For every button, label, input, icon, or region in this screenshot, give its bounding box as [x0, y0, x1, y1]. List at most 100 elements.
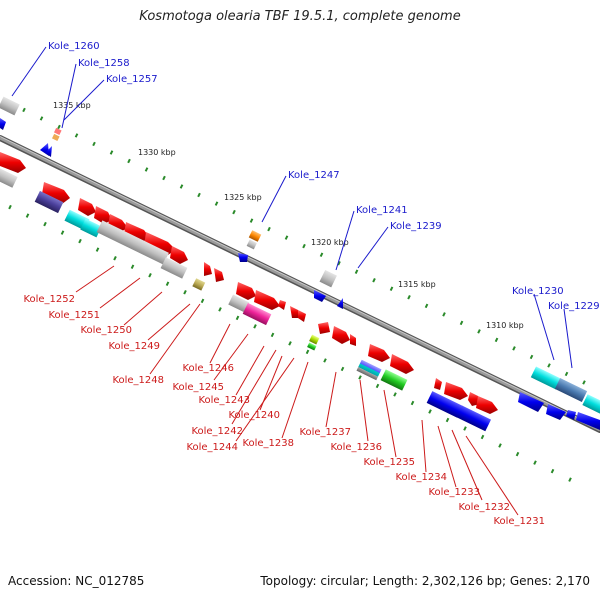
gene-label-kole-1236[interactable]: Kole_1236 [330, 442, 382, 453]
gene-gray[interactable] [0, 168, 18, 188]
gene-red-arrow[interactable] [214, 268, 224, 282]
gene-blue-arrow[interactable] [518, 392, 544, 412]
gene-red-arrow[interactable] [476, 396, 498, 414]
gene-label-kole-1235[interactable]: Kole_1235 [363, 457, 415, 468]
gene-kole-1230[interactable] [530, 366, 562, 390]
gene-label-kole-1232[interactable]: Kole_1232 [458, 502, 510, 513]
gene-green[interactable] [380, 369, 408, 391]
gene-lime[interactable] [309, 334, 320, 345]
gene-label-kole-1257[interactable]: Kole_1257 [106, 74, 158, 85]
gene-red-arrow[interactable] [290, 306, 300, 318]
gene-red-arrow[interactable] [444, 382, 468, 400]
reverse-strand-genes [0, 152, 498, 432]
accession-label: Accession: NC_012785 [8, 574, 145, 588]
gene-label-kole-1242[interactable]: Kole_1242 [191, 426, 243, 437]
scale-label: 1320 kbp [311, 238, 349, 247]
gene-red-arrow[interactable] [434, 378, 442, 390]
gene-label-kole-1246[interactable]: Kole_1246 [182, 363, 234, 374]
gene-label-kole-1249[interactable]: Kole_1249 [108, 341, 160, 352]
gene-red-arrow[interactable] [42, 182, 70, 204]
gene-red-arrow[interactable] [94, 206, 112, 224]
gene-cyan-tail[interactable] [582, 394, 600, 414]
gene-red-arrow[interactable] [254, 290, 280, 310]
reverse-gene-labels: Kole_1252 Kole_1251 Kole_1250 Kole_1249 … [23, 294, 545, 527]
gene-label-kole-1260[interactable]: Kole_1260 [48, 41, 100, 52]
gene-label-kole-1238[interactable]: Kole_1238 [242, 438, 294, 449]
gene-blue-reverse[interactable] [456, 405, 492, 432]
gene-label-kole-1241[interactable]: Kole_1241 [356, 205, 408, 216]
tick-dot [529, 354, 534, 360]
gene-label-kole-1252[interactable]: Kole_1252 [23, 294, 75, 305]
gene-red-arrow[interactable] [332, 326, 350, 344]
tick-dot [515, 451, 520, 457]
gene-green-small[interactable] [307, 342, 317, 351]
scale-label: 1330 kbp [138, 148, 176, 157]
gene-magenta[interactable] [242, 302, 272, 326]
tick-dot [547, 363, 551, 368]
gene-red-arrow[interactable] [350, 334, 356, 346]
gene-gray[interactable] [160, 257, 188, 279]
gene-kole-1257[interactable] [51, 133, 60, 142]
gene-blue-arrow[interactable] [576, 412, 600, 430]
gene-label-kole-1231[interactable]: Kole_1231 [493, 516, 545, 527]
gene-striped[interactable] [356, 359, 382, 381]
tick-dot [74, 133, 79, 138]
gene-blue-arrow[interactable] [566, 410, 576, 420]
gene-label-kole-1247[interactable]: Kole_1247 [288, 170, 340, 181]
gene-label-kole-1251[interactable]: Kole_1251 [48, 310, 100, 321]
gene-label-kole-1250[interactable]: Kole_1250 [80, 325, 132, 336]
gene-blue-reverse[interactable] [426, 391, 463, 418]
gene-kole-1260[interactable] [0, 96, 20, 116]
gene-kole-1258[interactable] [53, 127, 62, 136]
gene-label-kole-1229[interactable]: Kole_1229 [548, 301, 600, 312]
gene-label-kole-1243[interactable]: Kole_1243 [198, 395, 250, 406]
gene-red-arrow[interactable] [368, 344, 390, 362]
gene-gray[interactable] [228, 294, 250, 313]
gene-label-kole-1239[interactable]: Kole_1239 [390, 221, 442, 232]
gene-blue-arrow[interactable] [314, 290, 326, 302]
gene-red-arrow[interactable] [124, 222, 150, 242]
gene-label-kole-1233[interactable]: Kole_1233 [428, 487, 480, 498]
gene-red-arrow[interactable] [144, 232, 176, 256]
gene-label-kole-1234[interactable]: Kole_1234 [395, 472, 447, 483]
gene-kole-1239[interactable] [337, 298, 343, 309]
gene-red-arrow[interactable] [170, 246, 188, 264]
tick-dot [218, 307, 222, 312]
gene-label-kole-1240[interactable]: Kole_1240 [228, 410, 280, 421]
gene-red-arrow[interactable] [318, 322, 330, 334]
tick-dot [302, 243, 306, 249]
gene-navy[interactable] [34, 190, 64, 214]
tick-dot [43, 221, 47, 227]
gene-kole-1241[interactable] [319, 269, 337, 288]
gene-blue-arrow[interactable] [546, 404, 566, 420]
gene-red-arrow[interactable] [78, 198, 96, 216]
gene-label-kole-1248[interactable]: Kole_1248 [112, 375, 164, 386]
gene-gray-small[interactable] [246, 239, 257, 250]
gene-red-arrow[interactable] [236, 282, 256, 300]
gene-red-arrow[interactable] [0, 152, 26, 173]
gene-blue-arrow[interactable] [45, 146, 52, 157]
tick-dot [267, 226, 271, 232]
gene-label-kole-1230[interactable]: Kole_1230 [512, 286, 564, 297]
gene-kole-1247[interactable] [248, 230, 262, 242]
gene-label-kole-1245[interactable]: Kole_1245 [172, 382, 224, 393]
tick-dot [113, 256, 117, 261]
gene-label-kole-1258[interactable]: Kole_1258 [78, 58, 130, 69]
gene-blue-arrow[interactable] [0, 118, 6, 130]
gene-red-arrow[interactable] [278, 300, 286, 310]
gene-kole-1229[interactable] [554, 378, 588, 402]
scale-label: 1335 kbp [53, 101, 91, 110]
gene-red-arrow[interactable] [390, 354, 414, 374]
gene-blue-arrow[interactable] [238, 253, 248, 262]
genome-title: Kosmotoga olearia TBF 19.5.1, complete g… [139, 9, 461, 24]
gene-cyan[interactable] [80, 218, 102, 238]
gene-red-arrow[interactable] [298, 310, 306, 322]
gene-label-kole-1244[interactable]: Kole_1244 [186, 442, 238, 453]
gene-olive[interactable] [192, 278, 206, 291]
gene-gray-long[interactable] [96, 220, 169, 265]
tick-dot [533, 460, 537, 465]
gene-label-kole-1237[interactable]: Kole_1237 [299, 427, 351, 438]
reverse-gene-callouts [75, 265, 519, 516]
gene-red-arrow[interactable] [204, 262, 212, 276]
